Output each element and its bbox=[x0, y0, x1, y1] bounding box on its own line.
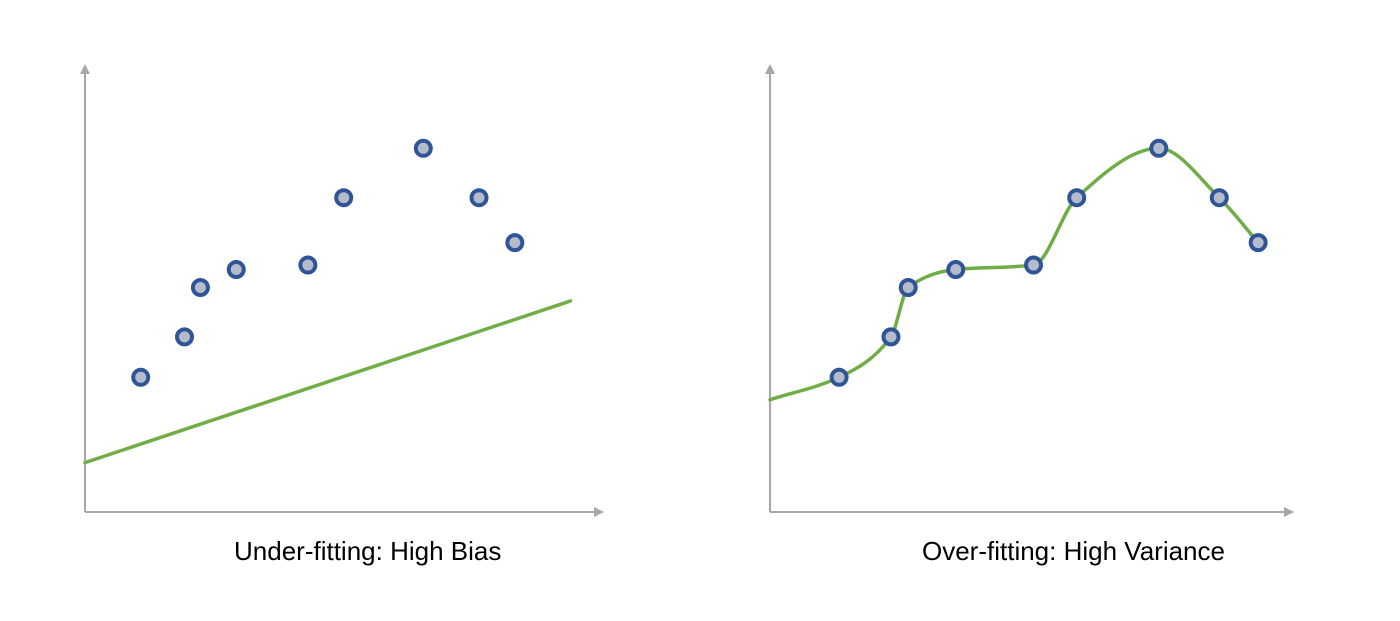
data-point bbox=[131, 367, 151, 387]
data-point bbox=[1149, 138, 1169, 158]
overfitting-title: Over-fitting: High Variance bbox=[922, 536, 1225, 566]
data-point bbox=[881, 327, 901, 347]
data-point bbox=[298, 255, 318, 275]
data-point bbox=[1248, 233, 1268, 253]
underfitting-panel: Under-fitting: High Bias bbox=[80, 64, 604, 566]
data-point bbox=[334, 188, 354, 208]
overfitting-panel: Over-fitting: High Variance bbox=[700, 0, 1400, 621]
data-point bbox=[175, 327, 194, 347]
data-point bbox=[226, 260, 246, 280]
x-axis-arrow bbox=[594, 507, 604, 517]
overfitting-chart bbox=[765, 64, 1294, 517]
data-point bbox=[469, 188, 489, 208]
y-axis-arrow bbox=[80, 64, 90, 74]
x-axis-arrow bbox=[1284, 507, 1294, 517]
data-point bbox=[1024, 255, 1044, 275]
data-point bbox=[1067, 188, 1087, 208]
underfitting-title: Under-fitting: High Bias bbox=[234, 536, 502, 566]
data-point bbox=[946, 260, 966, 280]
data-point bbox=[898, 278, 918, 297]
fit-curve bbox=[768, 146, 1260, 402]
data-point bbox=[413, 138, 433, 158]
fit-curve bbox=[83, 299, 573, 465]
data-point bbox=[505, 233, 525, 253]
y-axis-arrow bbox=[765, 64, 775, 74]
data-point bbox=[1209, 188, 1229, 208]
data-point bbox=[190, 278, 210, 297]
data-point bbox=[829, 367, 849, 387]
underfitting-chart bbox=[80, 64, 604, 517]
